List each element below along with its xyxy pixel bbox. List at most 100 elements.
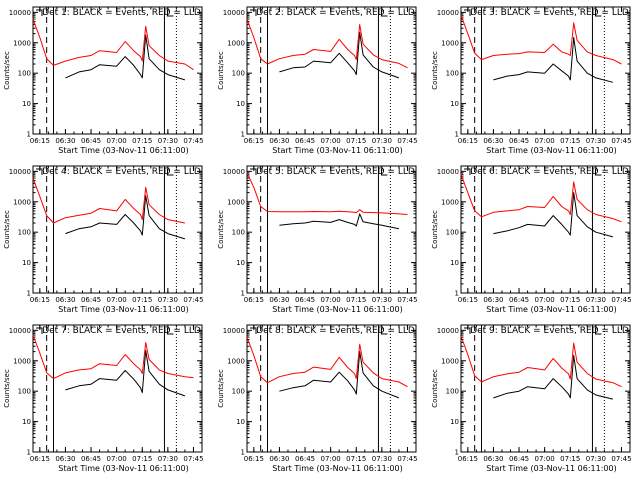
x-tick-label: 07:00 — [535, 455, 555, 463]
events-series-line — [493, 192, 614, 238]
y-tick-label: 10000 — [9, 327, 31, 335]
y-tick-label: 1 — [455, 290, 459, 298]
y-tick-label: 1 — [27, 290, 31, 298]
x-tick-label: 06:45 — [295, 455, 315, 463]
y-tick-label: 10000 — [437, 327, 459, 335]
panel-title: Det 5: BLACK = Events, RED = LLD — [256, 167, 415, 177]
y-tick-label: 1 — [241, 290, 245, 298]
x-tick-label: 07:45 — [397, 296, 417, 304]
x-tick-label: 07:30 — [586, 455, 606, 463]
x-tick-label: 06:45 — [81, 455, 101, 463]
x-tick-label: 06:30 — [55, 455, 75, 463]
plot-frame — [460, 6, 631, 135]
x-tick-label: 07:00 — [535, 137, 555, 145]
x-tick-label: 06:15 — [244, 455, 264, 463]
chart-panel-5: 1 10 100 1000 10000 06:15 06:30 06:45 07:00 07:15… — [217, 165, 418, 314]
x-tick-label: 06:15 — [458, 455, 478, 463]
panel-title: Det 6: BLACK = Events, RED = LLD — [470, 167, 629, 177]
x-axis-label: Start Time (03-Nov-11 06:11:00) — [58, 146, 188, 155]
x-tick-label: 06:15 — [30, 137, 50, 145]
y-axis-label: Counts/sec — [431, 369, 439, 408]
x-tick-label: 06:45 — [295, 137, 315, 145]
x-tick-label: 07:15 — [346, 137, 366, 145]
chart-panel-9: 1 10 100 1000 10000 06:15 06:30 06:45 07:00 07:15… — [431, 324, 632, 473]
x-tick-label: 06:15 — [458, 137, 478, 145]
y-tick-label: 1 — [27, 449, 31, 457]
x-tick-label: 07:15 — [560, 296, 580, 304]
y-axis-label: Counts/sec — [431, 210, 439, 249]
x-axis-label: Start Time (03-Nov-11 06:11:00) — [486, 305, 616, 314]
y-tick-label: 10000 — [9, 168, 31, 176]
y-tick-label: 1 — [27, 131, 31, 139]
y-tick-label: 10 — [450, 418, 459, 426]
chart-panel-1: 1 10 100 1000 10000 06:15 06:30 06:45 07:00 07:15… — [3, 6, 204, 155]
x-tick-label: 07:45 — [611, 137, 631, 145]
x-tick-label: 07:45 — [611, 455, 631, 463]
panel-title: Det 1: BLACK = Events, RED = LLD — [42, 8, 201, 18]
x-tick-label: 06:30 — [269, 296, 289, 304]
plot-frame — [460, 165, 631, 294]
y-tick-label: 1 — [455, 131, 459, 139]
y-tick-label: 10000 — [9, 9, 31, 17]
y-tick-label: 100 — [232, 388, 245, 396]
x-axis-label: Start Time (03-Nov-11 06:11:00) — [272, 305, 402, 314]
y-tick-label: 10 — [236, 259, 245, 267]
chart-panel-7: 1 10 100 1000 10000 06:15 06:30 06:45 07:00 07:15… — [3, 324, 204, 473]
y-tick-label: 1000 — [13, 39, 31, 47]
x-tick-label: 07:00 — [107, 296, 127, 304]
x-tick-label: 06:45 — [81, 296, 101, 304]
x-tick-label: 07:00 — [321, 455, 341, 463]
panel-title: Det 3: BLACK = Events, RED = LLD — [470, 8, 629, 18]
y-tick-label: 100 — [18, 388, 31, 396]
x-tick-label: 06:45 — [509, 455, 529, 463]
y-tick-label: 10 — [450, 259, 459, 267]
x-axis-label: Start Time (03-Nov-11 06:11:00) — [272, 464, 402, 473]
plot-frame — [246, 6, 417, 135]
x-tick-label: 06:30 — [269, 137, 289, 145]
x-tick-label: 07:45 — [183, 137, 203, 145]
x-tick-label: 06:15 — [244, 137, 264, 145]
y-tick-label: 10000 — [223, 168, 245, 176]
x-tick-label: 07:30 — [372, 455, 392, 463]
plot-frame — [32, 324, 203, 453]
lld-series-line — [32, 334, 194, 380]
x-tick-label: 07:00 — [107, 455, 127, 463]
lld-series-line — [460, 335, 622, 388]
x-tick-label: 07:15 — [560, 455, 580, 463]
panel-title: Det 9: BLACK = Events, RED = LLD — [470, 326, 629, 336]
events-series-line — [279, 31, 400, 79]
y-tick-label: 10000 — [223, 9, 245, 17]
x-tick-label: 06:45 — [509, 296, 529, 304]
lld-series-line — [246, 336, 408, 388]
y-tick-label: 10 — [22, 100, 31, 108]
y-tick-label: 100 — [446, 70, 459, 78]
x-tick-label: 07:15 — [346, 296, 366, 304]
y-tick-label: 1000 — [13, 198, 31, 206]
panel-title: Det 2: BLACK = Events, RED = LLD — [256, 8, 415, 18]
lld-series-line — [460, 15, 622, 65]
x-tick-label: 06:15 — [458, 296, 478, 304]
x-axis-label: Start Time (03-Nov-11 06:11:00) — [272, 146, 402, 155]
y-axis-label: Counts/sec — [3, 369, 11, 408]
chart-panel-2: 1 10 100 1000 10000 06:15 06:30 06:45 07:00 07:15… — [217, 6, 418, 155]
y-tick-label: 1000 — [441, 357, 459, 365]
y-tick-label: 1000 — [227, 198, 245, 206]
y-tick-label: 1000 — [227, 39, 245, 47]
y-tick-label: 1000 — [441, 39, 459, 47]
x-tick-label: 06:45 — [295, 296, 315, 304]
y-axis-label: Counts/sec — [431, 51, 439, 90]
x-tick-label: 07:45 — [611, 296, 631, 304]
x-tick-label: 06:45 — [509, 137, 529, 145]
x-tick-label: 07:15 — [346, 455, 366, 463]
x-tick-label: 07:00 — [321, 296, 341, 304]
events-series-line — [279, 351, 400, 399]
y-tick-label: 100 — [18, 70, 31, 78]
y-axis-label: Counts/sec — [217, 51, 225, 90]
y-axis-label: Counts/sec — [3, 51, 11, 90]
y-axis-label: Counts/sec — [217, 369, 225, 408]
x-tick-label: 07:45 — [183, 296, 203, 304]
y-tick-label: 100 — [446, 229, 459, 237]
lld-series-line — [246, 172, 408, 215]
chart-panel-3: 1 10 100 1000 10000 06:15 06:30 06:45 07:00 07:15… — [431, 6, 632, 155]
panel-title: Det 8: BLACK = Events, RED = LLD — [256, 326, 415, 336]
